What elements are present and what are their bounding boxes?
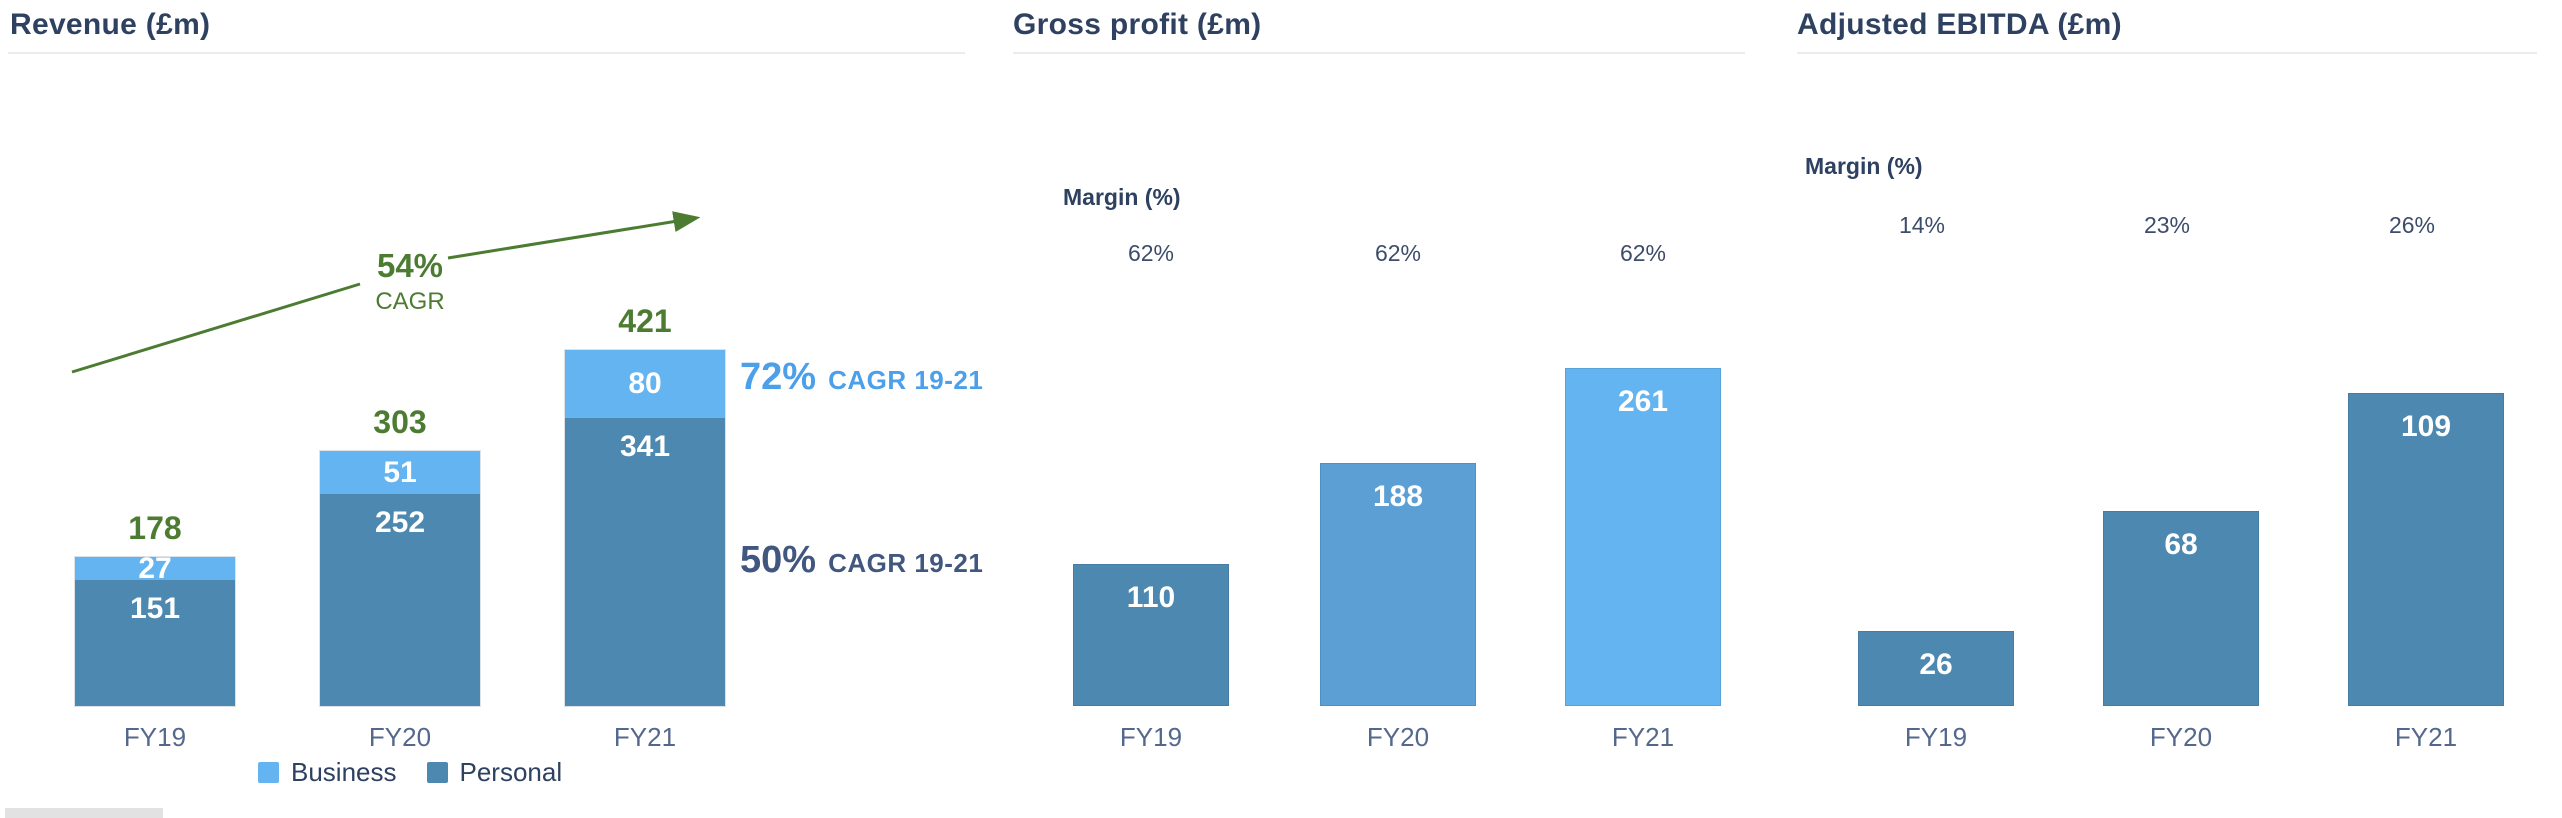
business-value-label: 27 bbox=[138, 551, 172, 585]
personal-cagr-note: 50% CAGR 19-21 bbox=[740, 539, 983, 582]
bar-value-label: 109 bbox=[2400, 410, 2452, 443]
ebitda-bar-FY19: 26 bbox=[1858, 631, 2014, 706]
personal-segment: 151 bbox=[75, 580, 235, 706]
margin-value: 62% bbox=[1127, 240, 1175, 266]
business-value-label: 80 bbox=[628, 367, 662, 400]
gross-profit-bar-FY20: 188 bbox=[1320, 463, 1476, 706]
x-axis-label: FY21 bbox=[613, 722, 677, 752]
total-value-label: 421 bbox=[618, 303, 672, 339]
bar-value-label: 68 bbox=[2164, 528, 2198, 561]
legend-item-personal: Personal bbox=[426, 757, 563, 788]
legend-item-business: Business bbox=[258, 757, 397, 788]
gross-profit-bar-FY19: 110 bbox=[1073, 564, 1229, 706]
chart-title: Gross profit (£m) bbox=[1013, 8, 1262, 41]
title-underline bbox=[1013, 52, 1745, 54]
personal-segment: 341 bbox=[565, 418, 725, 706]
margin-value: 26% bbox=[2388, 212, 2436, 238]
margin-value: 62% bbox=[1374, 240, 1422, 266]
cagr-period-label: CAGR 19-21 bbox=[828, 365, 984, 395]
ebitda-bar-FY20: 68 bbox=[2103, 511, 2259, 706]
revenue-bar-FY21: 80 341 bbox=[564, 349, 726, 707]
x-axis-label: FY21 bbox=[1611, 722, 1675, 752]
x-axis-label: FY21 bbox=[2394, 722, 2458, 752]
personal-segment: 252 bbox=[320, 494, 480, 706]
bar-value-label: 188 bbox=[1372, 480, 1424, 513]
cagr-period-label: CAGR 19-21 bbox=[828, 548, 984, 578]
bar-value-label: 26 bbox=[1919, 648, 1953, 681]
legend-swatch-personal bbox=[426, 762, 448, 783]
title-underline bbox=[1797, 52, 2537, 54]
title-underline bbox=[8, 52, 965, 54]
cagr-caption: CAGR bbox=[375, 288, 445, 315]
legend-swatch-business bbox=[258, 762, 279, 783]
chart-title: Revenue (£m) bbox=[10, 8, 211, 41]
chart-title: Adjusted EBITDA (£m) bbox=[1797, 8, 2122, 41]
business-segment: 51 bbox=[320, 451, 480, 494]
margin-row-label: Margin (%) bbox=[1805, 153, 1923, 179]
legend-label: Business bbox=[291, 757, 397, 787]
bar-value-label: 261 bbox=[1617, 385, 1669, 418]
page-corner-stub bbox=[5, 808, 163, 818]
business-segment: 27 bbox=[75, 553, 235, 583]
total-value-label: 178 bbox=[128, 510, 182, 546]
gross-profit-bar-FY21: 261 bbox=[1565, 368, 1721, 706]
personal-value-label: 151 bbox=[129, 592, 181, 625]
cagr-value-label: 54% bbox=[376, 247, 444, 284]
business-cagr-note: 72% CAGR 19-21 bbox=[740, 356, 983, 399]
total-value-label: 303 bbox=[373, 404, 427, 440]
business-value-label: 51 bbox=[383, 455, 417, 489]
x-axis-label: FY20 bbox=[1366, 722, 1430, 752]
business-segment: 80 bbox=[565, 350, 725, 418]
legend-label: Personal bbox=[459, 757, 563, 787]
ebitda-bar-FY21: 109 bbox=[2348, 393, 2504, 706]
margin-value: 14% bbox=[1898, 212, 1946, 238]
x-axis-label: FY19 bbox=[1904, 722, 1968, 752]
margin-value: 62% bbox=[1619, 240, 1667, 266]
cagr-percent: 72% bbox=[740, 356, 817, 398]
personal-value-label: 341 bbox=[619, 430, 671, 463]
revenue-bar-FY19: 27 151 bbox=[74, 553, 236, 707]
x-axis-label: FY20 bbox=[368, 722, 432, 752]
revenue-bar-FY20: 51 252 bbox=[319, 450, 481, 707]
cagr-percent: 50% bbox=[740, 539, 817, 581]
personal-value-label: 252 bbox=[374, 506, 426, 539]
legend: Business Personal bbox=[258, 757, 562, 788]
margin-row-label: Margin (%) bbox=[1063, 184, 1181, 210]
x-axis-label: FY20 bbox=[2149, 722, 2213, 752]
x-axis-label: FY19 bbox=[123, 722, 187, 752]
margin-value: 23% bbox=[2143, 212, 2191, 238]
bar-value-label: 110 bbox=[1126, 581, 1176, 614]
x-axis-label: FY19 bbox=[1119, 722, 1183, 752]
